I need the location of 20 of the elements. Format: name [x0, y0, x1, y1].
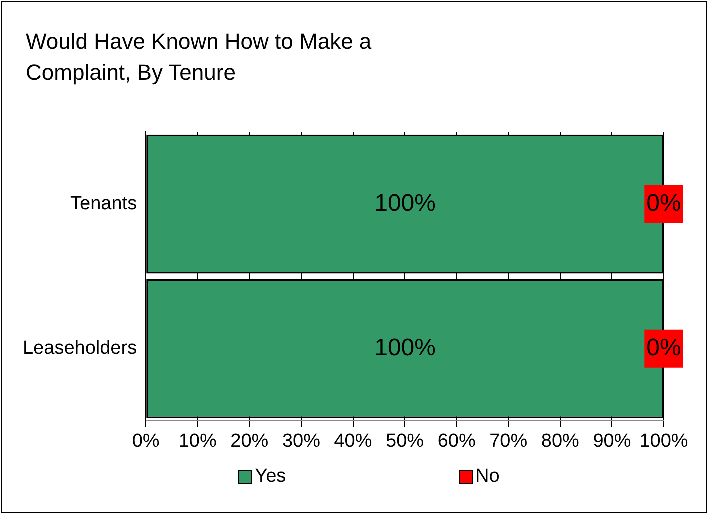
y-tick-label: Leaseholders — [22, 338, 138, 360]
x-tick-label: 60% — [438, 430, 476, 452]
x-tick-label: 80% — [541, 430, 580, 452]
text: Yes — [255, 466, 286, 488]
x-tick-label: 10% — [178, 430, 217, 452]
data-label: 0% — [646, 190, 682, 217]
y-tick-label: Tenants — [70, 194, 138, 215]
x-tick-label: 50% — [386, 430, 424, 452]
x-tick-label: 30% — [282, 430, 321, 452]
x-tick-label: 70% — [490, 430, 528, 452]
x-tick-label: 100% — [640, 430, 688, 452]
x-tick-label: 40% — [334, 430, 372, 452]
legend-label: No — [476, 466, 500, 488]
chart-title: Would Have Known How to Make a Complaint, By Tenure — [26, 28, 373, 87]
x-tick-label: 20% — [230, 430, 269, 452]
data-label: 0% — [646, 334, 682, 362]
data-label: 100% — [374, 190, 436, 217]
x-tick-label: 0% — [132, 430, 160, 452]
x-tick-label: 90% — [593, 430, 632, 452]
data-label: 100% — [374, 334, 436, 362]
